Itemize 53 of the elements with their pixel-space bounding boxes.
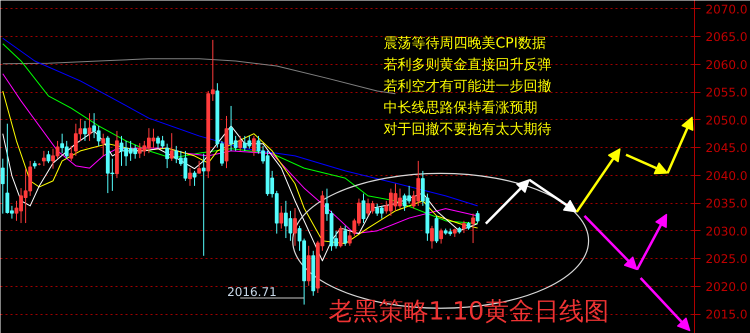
candlestick bbox=[462, 220, 466, 234]
candlestick bbox=[348, 230, 352, 246]
annotation: 对于回撤不要抱有太大期待 bbox=[384, 122, 552, 138]
candlestick bbox=[202, 153, 206, 256]
y-tick-label: 2045.0 bbox=[706, 141, 748, 156]
candlestick bbox=[439, 228, 444, 244]
annotation: 2016.71 bbox=[227, 284, 277, 299]
y-tick-label: 2055.0 bbox=[706, 86, 748, 100]
candlestick bbox=[42, 150, 46, 166]
candlestick bbox=[92, 112, 96, 139]
candlestick bbox=[197, 160, 202, 174]
y-tick-label: 2015.0 bbox=[706, 308, 748, 322]
candlestick bbox=[430, 225, 434, 250]
candlestick bbox=[434, 215, 438, 244]
candlestick bbox=[293, 208, 297, 246]
candlestick bbox=[188, 168, 192, 186]
candlestick bbox=[192, 170, 196, 186]
annotation: 中长线思路保持看涨预期 bbox=[384, 100, 538, 116]
candlestick bbox=[380, 205, 384, 220]
annotation: 若利空才有可能进一步回撤 bbox=[384, 78, 552, 94]
y-tick-label: 2020.0 bbox=[706, 280, 748, 294]
candlestick bbox=[476, 210, 480, 224]
candlestick bbox=[83, 120, 87, 142]
y-tick-label: 2040.0 bbox=[706, 168, 748, 183]
candlestick bbox=[247, 135, 252, 150]
candlestick bbox=[279, 205, 284, 230]
annotation: 震荡等待周四晚美CPI数据 bbox=[384, 36, 546, 52]
y-tick-label: 2060.0 bbox=[706, 58, 748, 72]
candlestick bbox=[138, 142, 142, 159]
y-tick-label: 2050.0 bbox=[706, 113, 748, 128]
candlestick bbox=[0, 158, 5, 214]
candlestick bbox=[471, 213, 475, 244]
candlestick bbox=[46, 150, 50, 164]
line-series bbox=[2, 58, 396, 94]
candlestick bbox=[60, 133, 64, 154]
candlestick bbox=[238, 135, 242, 152]
candlestick bbox=[69, 145, 74, 162]
y-tick-label: 2030.0 bbox=[706, 224, 748, 238]
y-tick-label: 2070.0 bbox=[706, 2, 748, 16]
candlestick bbox=[362, 193, 366, 224]
candlestick bbox=[252, 135, 256, 156]
y-tick-label: 2025.0 bbox=[706, 252, 748, 266]
annotation: 若利多则黄金直接回升反弹 bbox=[384, 57, 552, 73]
y-tick-label: 2035.0 bbox=[706, 196, 748, 211]
candlestick bbox=[375, 203, 380, 216]
candlestick bbox=[416, 160, 420, 206]
candlestick bbox=[343, 225, 348, 246]
candlestick bbox=[338, 225, 343, 248]
candlestick bbox=[101, 133, 106, 156]
candlestick bbox=[165, 143, 170, 169]
candlestick bbox=[88, 112, 92, 142]
candlestick bbox=[170, 132, 174, 162]
y-tick-label: 2065.0 bbox=[706, 30, 748, 44]
